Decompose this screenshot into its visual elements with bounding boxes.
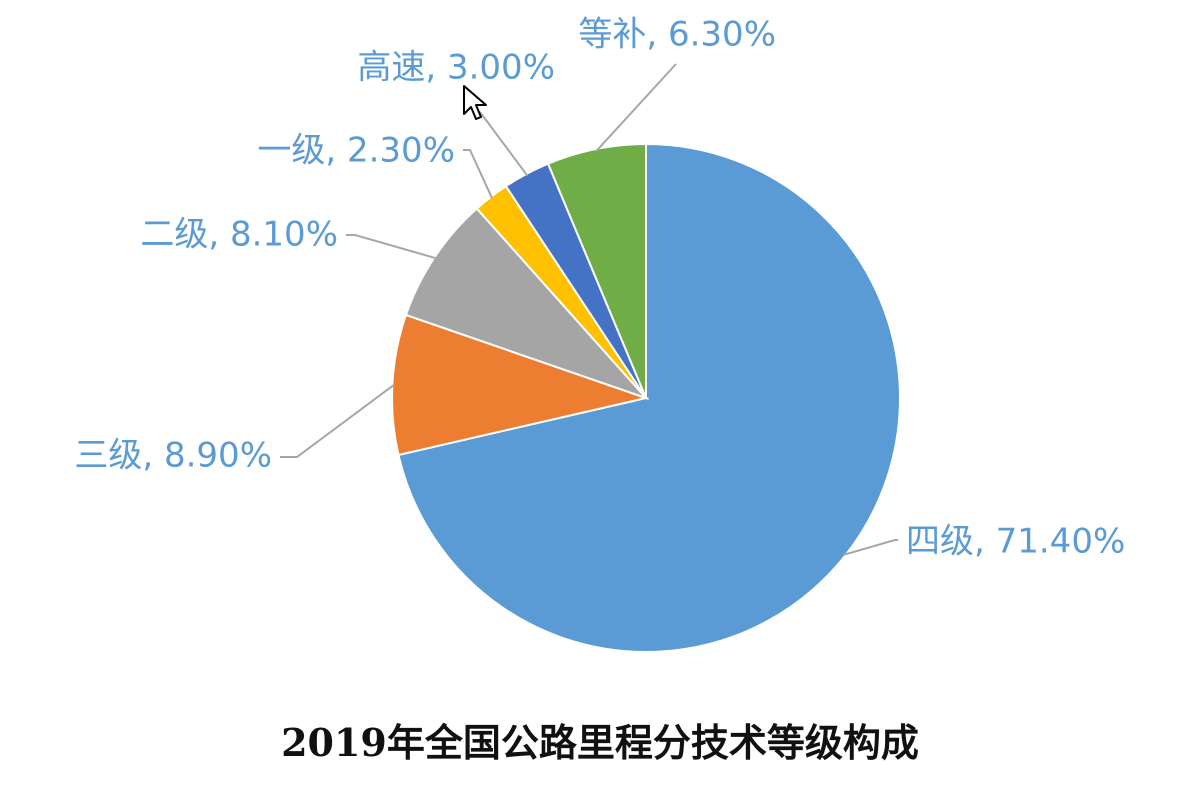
slice-label-4: 高速, 3.00% — [357, 48, 555, 88]
leader-line-4 — [479, 111, 529, 177]
leader-line-3 — [463, 149, 494, 199]
chart-title: 2019年全国公路里程分技术等级构成 — [281, 720, 919, 765]
slice-label-3: 一级, 2.30% — [257, 131, 455, 171]
slice-label-0: 四级, 71.40% — [906, 522, 1125, 562]
leader-line-1 — [280, 383, 395, 458]
slice-label-2: 二级, 8.10% — [140, 215, 338, 255]
mouse-pointer-icon — [462, 84, 490, 128]
leader-line-5 — [595, 63, 677, 152]
pie-slice-0 — [397, 142, 901, 653]
leader-line-2 — [346, 234, 437, 260]
slice-label-1: 三级, 8.90% — [74, 436, 272, 476]
leader-line-0 — [842, 539, 898, 556]
pie-slice-5 — [546, 142, 647, 399]
slice-label-5: 等补, 6.30% — [578, 15, 776, 55]
pie-slice-1 — [391, 313, 650, 457]
